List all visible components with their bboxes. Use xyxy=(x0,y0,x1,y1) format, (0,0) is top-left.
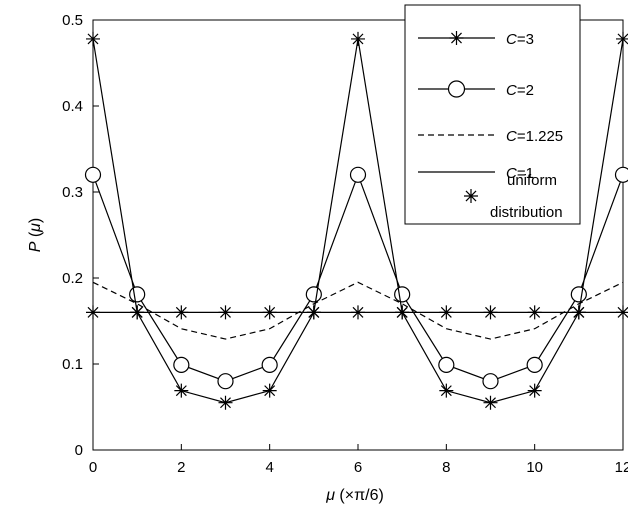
data-point xyxy=(217,373,234,390)
data-point xyxy=(351,31,365,46)
legend-label-distribution: distribution xyxy=(490,204,563,221)
data-point xyxy=(262,383,277,398)
y-tick-label: 0.4 xyxy=(62,98,83,115)
legend-label-uniform: uniform xyxy=(507,172,557,189)
data-point xyxy=(527,383,542,398)
data-point xyxy=(261,356,278,373)
data-point xyxy=(395,305,410,320)
data-point xyxy=(526,356,543,373)
data-point xyxy=(438,356,455,373)
ticks: 0 2 4 6 8 10 12 0 0.1 0.2 0.3 0.4 0.5 xyxy=(62,12,628,476)
data-point xyxy=(483,395,498,410)
data-point xyxy=(349,166,367,183)
data-point xyxy=(483,305,498,320)
x-tick-label: 12 xyxy=(615,459,628,476)
plot-area: 0 2 4 6 8 10 12 0 0.1 0.2 0.3 0.4 0.5 xyxy=(62,12,628,476)
data-point xyxy=(306,305,321,320)
y-tick-label: 0.5 xyxy=(62,12,83,29)
legend-key-marker xyxy=(449,31,464,45)
x-tick-label: 4 xyxy=(265,459,273,476)
legend-label-c2: C=2 xyxy=(506,82,534,99)
data-point xyxy=(439,383,454,398)
data-point xyxy=(174,383,189,398)
legend-key-marker xyxy=(464,189,478,203)
series-1 xyxy=(84,166,628,390)
data-point xyxy=(262,305,277,320)
data-point xyxy=(570,286,587,303)
data-point xyxy=(173,356,190,373)
data-point xyxy=(614,166,628,183)
x-tick-label: 10 xyxy=(526,459,543,476)
data-point xyxy=(616,305,628,320)
y-tick-label: 0.1 xyxy=(62,356,83,373)
data-point xyxy=(86,31,100,46)
series-4 xyxy=(86,305,628,320)
x-tick-label: 8 xyxy=(442,459,450,476)
x-tick-label: 6 xyxy=(354,459,362,476)
data-point xyxy=(86,305,100,320)
series-2 xyxy=(92,281,624,340)
data-point xyxy=(130,305,145,320)
data-point xyxy=(527,305,542,320)
legend-box xyxy=(404,4,581,225)
series-layer xyxy=(84,31,628,410)
x-tick-label: 0 xyxy=(89,459,97,476)
data-point xyxy=(218,305,233,320)
data-point xyxy=(394,286,411,303)
data-point xyxy=(129,286,146,303)
data-point xyxy=(482,373,499,390)
series-line xyxy=(92,281,624,340)
legend-label-c1: C=1 xyxy=(506,165,534,182)
y-tick-label: 0 xyxy=(75,442,83,459)
data-point xyxy=(571,305,586,320)
data-point xyxy=(351,305,365,320)
y-tick-label: 0.2 xyxy=(62,270,83,287)
data-point xyxy=(305,286,322,303)
legend-label-c1225: C=1.225 xyxy=(506,128,563,145)
y-axis-title: P (μ) xyxy=(27,218,44,253)
legend-label-c3: C=3 xyxy=(506,31,534,48)
legend-key-marker xyxy=(447,80,466,98)
data-point xyxy=(84,166,102,183)
legend: C=3 C=2 C=1.225 C=1 uniform distribution xyxy=(404,4,581,225)
x-axis-title: μ (×π/6) xyxy=(325,487,384,504)
data-point xyxy=(616,31,628,46)
y-tick-label: 0.3 xyxy=(62,184,83,201)
legend-keys xyxy=(418,31,495,203)
axis-titles: μ (×π/6) P (μ) xyxy=(27,218,384,504)
x-tick-label: 2 xyxy=(177,459,185,476)
data-point xyxy=(174,305,189,320)
data-point xyxy=(218,395,233,410)
data-point xyxy=(439,305,454,320)
